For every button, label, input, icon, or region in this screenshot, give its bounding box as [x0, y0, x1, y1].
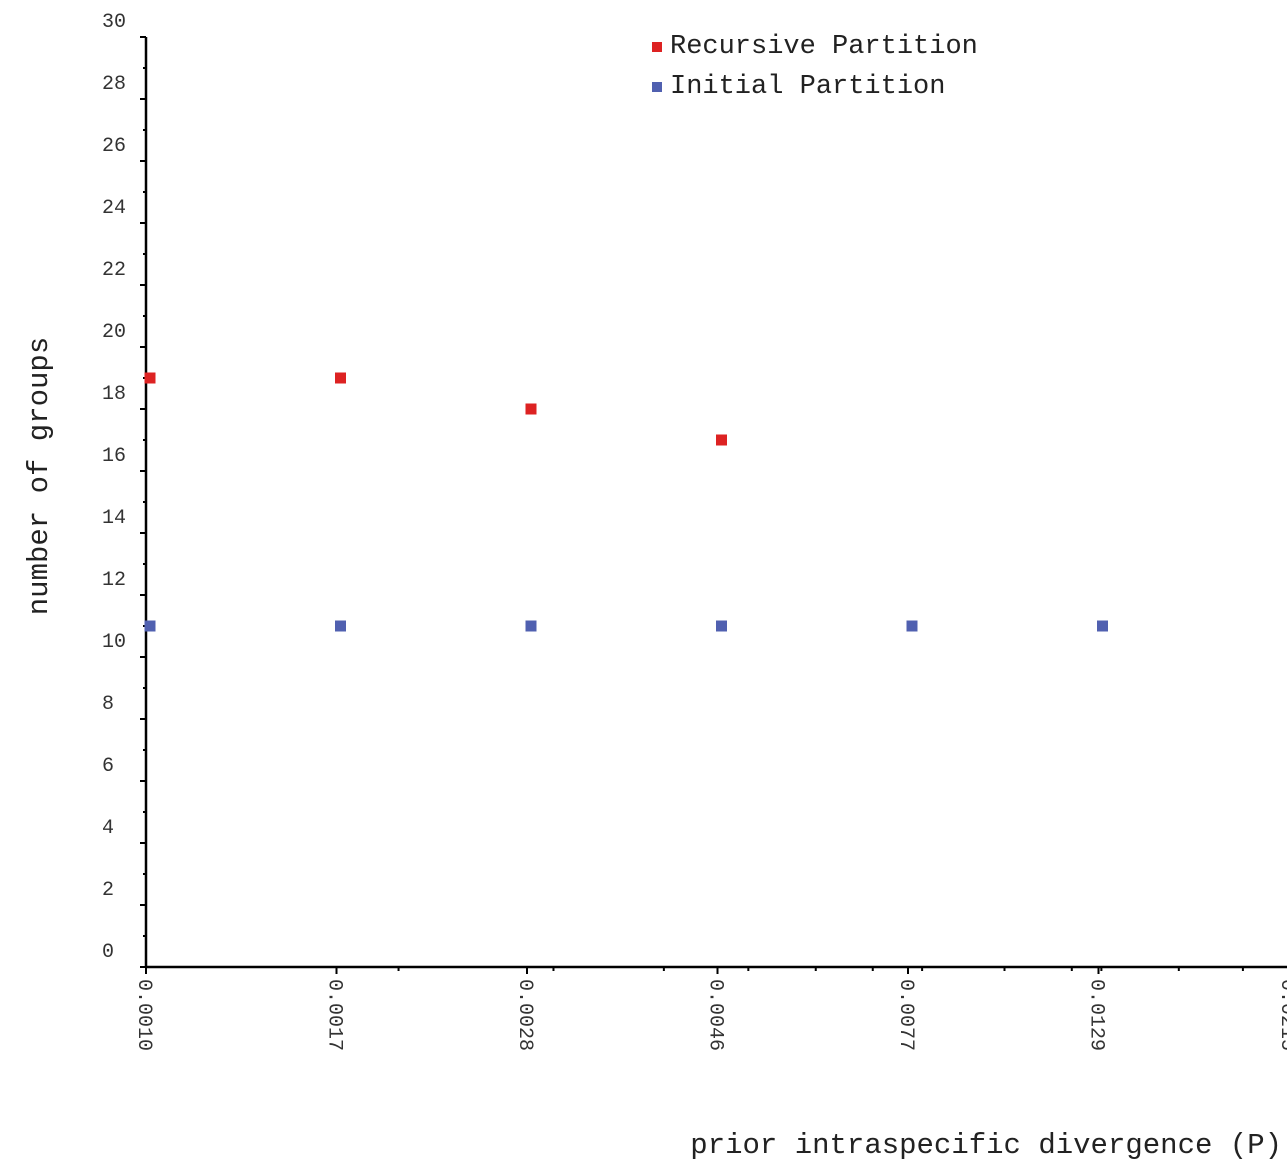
- initial-partition-point: [906, 620, 918, 632]
- y-tick-label: 26: [102, 135, 126, 158]
- recursive-partition-point: [525, 403, 537, 415]
- y-tick-label: 30: [102, 11, 126, 34]
- legend: Recursive Partition Initial Partition: [652, 32, 978, 102]
- y-tick-label: 10: [102, 631, 126, 654]
- x-tick-label: 0.0017: [323, 979, 346, 1051]
- initial-partition-point: [144, 620, 156, 632]
- y-axis-title: number of groups: [23, 337, 56, 615]
- y-tick-label: 0: [102, 941, 114, 964]
- initial-partition-point: [1097, 620, 1108, 632]
- legend-label-initial-partition: Initial Partition: [670, 72, 945, 102]
- y-tick-label: 24: [102, 197, 126, 220]
- x-axis-title: prior intraspecific divergence (P): [690, 1129, 1282, 1162]
- y-tick-label: 16: [102, 445, 126, 468]
- y-tick-label: 20: [102, 321, 126, 344]
- y-tick-label: 4: [102, 817, 114, 840]
- recursive-partition-point: [335, 372, 346, 384]
- x-axis: 0.0010 0.0017 0.0028 0.0046 0.0077 0.0129 0.02…: [132, 965, 1287, 1051]
- x-tick-label: 0.0215: [1275, 979, 1287, 1051]
- initial-partition-point: [716, 620, 727, 632]
- legend-label-recursive-partition: Recursive Partition: [670, 32, 978, 62]
- y-tick-label: 28: [102, 73, 126, 96]
- recursive-partition-point: [144, 372, 156, 384]
- y-tick-label: 8: [102, 693, 114, 716]
- y-tick-label: 18: [102, 383, 126, 406]
- x-tick-label: 0.0129: [1085, 979, 1108, 1051]
- x-tick-label: 0.0077: [894, 979, 917, 1051]
- y-tick-label: 14: [102, 507, 126, 530]
- y-tick-label: 12: [102, 569, 126, 592]
- legend-swatch-initial-partition: [652, 82, 662, 92]
- initial-partition-point: [335, 620, 346, 632]
- x-tick-label: 0.0010: [132, 979, 155, 1051]
- legend-swatch-recursive-partition: [652, 42, 662, 52]
- y-tick-label: 22: [102, 259, 126, 282]
- x-tick-label: 0.0046: [704, 979, 727, 1051]
- recursive-partition-point: [716, 434, 727, 446]
- initial-partition-point: [525, 620, 537, 632]
- x-tick-label: 0.0028: [513, 979, 536, 1051]
- y-tick-label: 6: [102, 755, 114, 778]
- data-points: [144, 372, 1108, 632]
- y-tick-label: 2: [102, 879, 114, 902]
